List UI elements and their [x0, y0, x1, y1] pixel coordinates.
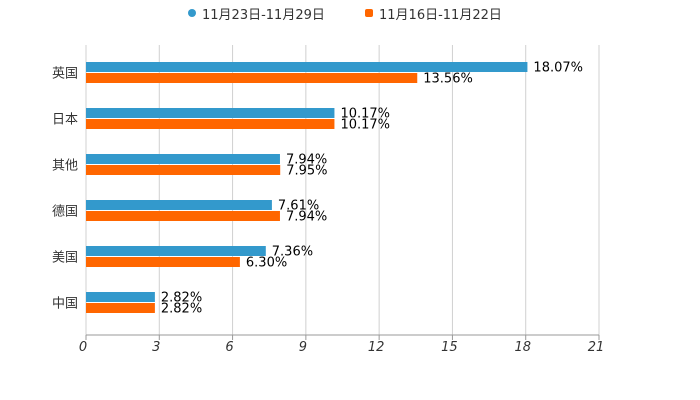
- x-tick-label-18: 18: [514, 340, 531, 355]
- category-label-3: 德国: [52, 205, 78, 220]
- data-label-s1-3: 7.61%: [278, 199, 319, 214]
- category-label-0: 英国: [52, 67, 78, 82]
- data-label-s2-2: 7.95%: [286, 164, 327, 179]
- legend-item-series-2[interactable]: 11月16日-11月22日: [365, 3, 502, 23]
- x-tick-label-6: 6: [225, 340, 233, 355]
- x-tick-label-3: 3: [152, 340, 160, 355]
- bar-s2-4: [86, 257, 240, 267]
- bar-s1-1: [86, 108, 335, 118]
- bar-s2-0: [86, 73, 418, 83]
- bar-s2-3: [86, 211, 280, 221]
- x-tick-label-0: 0: [79, 340, 87, 355]
- data-label-s2-3: 7.94%: [286, 210, 327, 225]
- legend-label-series-1: 11月23日-11月29日: [202, 7, 325, 23]
- category-label-1: 日本: [52, 113, 78, 128]
- bar-s1-4: [86, 246, 266, 256]
- data-label-s2-1: 10.17%: [340, 118, 390, 133]
- bars: [86, 62, 528, 313]
- bar-s1-2: [86, 154, 280, 164]
- x-tick-label-15: 15: [441, 340, 458, 355]
- bar-s1-5: [86, 292, 155, 302]
- data-label-s2-0: 13.56%: [423, 72, 473, 87]
- legend-marker-series-2: [365, 9, 373, 17]
- bar-s2-1: [86, 119, 335, 129]
- data-label-s2-5: 2.82%: [161, 302, 202, 317]
- legend: 11月23日-11月29日 11月16日-11月22日: [0, 3, 700, 23]
- data-label-s1-4: 7.36%: [272, 245, 313, 260]
- data-label-s1-5: 2.82%: [161, 291, 202, 306]
- category-label-2: 其他: [52, 159, 78, 174]
- bar-s1-3: [86, 200, 272, 210]
- bar-s2-2: [86, 165, 281, 175]
- x-tick-label-12: 12: [368, 340, 385, 355]
- legend-item-series-1[interactable]: 11月23日-11月29日: [188, 3, 325, 23]
- x-axis: 0 3 6 9 12 15 18 21: [79, 334, 605, 355]
- x-tick-label-21: 21: [588, 340, 605, 355]
- category-label-5: 中国: [52, 297, 78, 312]
- gridlines: [85, 45, 600, 335]
- legend-marker-series-1: [188, 9, 196, 17]
- bar-s1-0: [86, 62, 528, 72]
- x-tick-label-9: 9: [299, 340, 307, 355]
- data-labels: 18.07%13.56%10.17%10.17%7.94%7.95%7.61%7…: [161, 61, 583, 317]
- legend-label-series-2: 11月16日-11月22日: [379, 7, 502, 23]
- data-label-s1-1: 10.17%: [340, 107, 390, 122]
- category-label-4: 美国: [52, 251, 78, 266]
- data-label-s2-4: 6.30%: [246, 256, 287, 271]
- bar-s2-5: [86, 303, 155, 313]
- data-label-s1-2: 7.94%: [286, 153, 327, 168]
- data-label-s1-0: 18.07%: [533, 61, 583, 76]
